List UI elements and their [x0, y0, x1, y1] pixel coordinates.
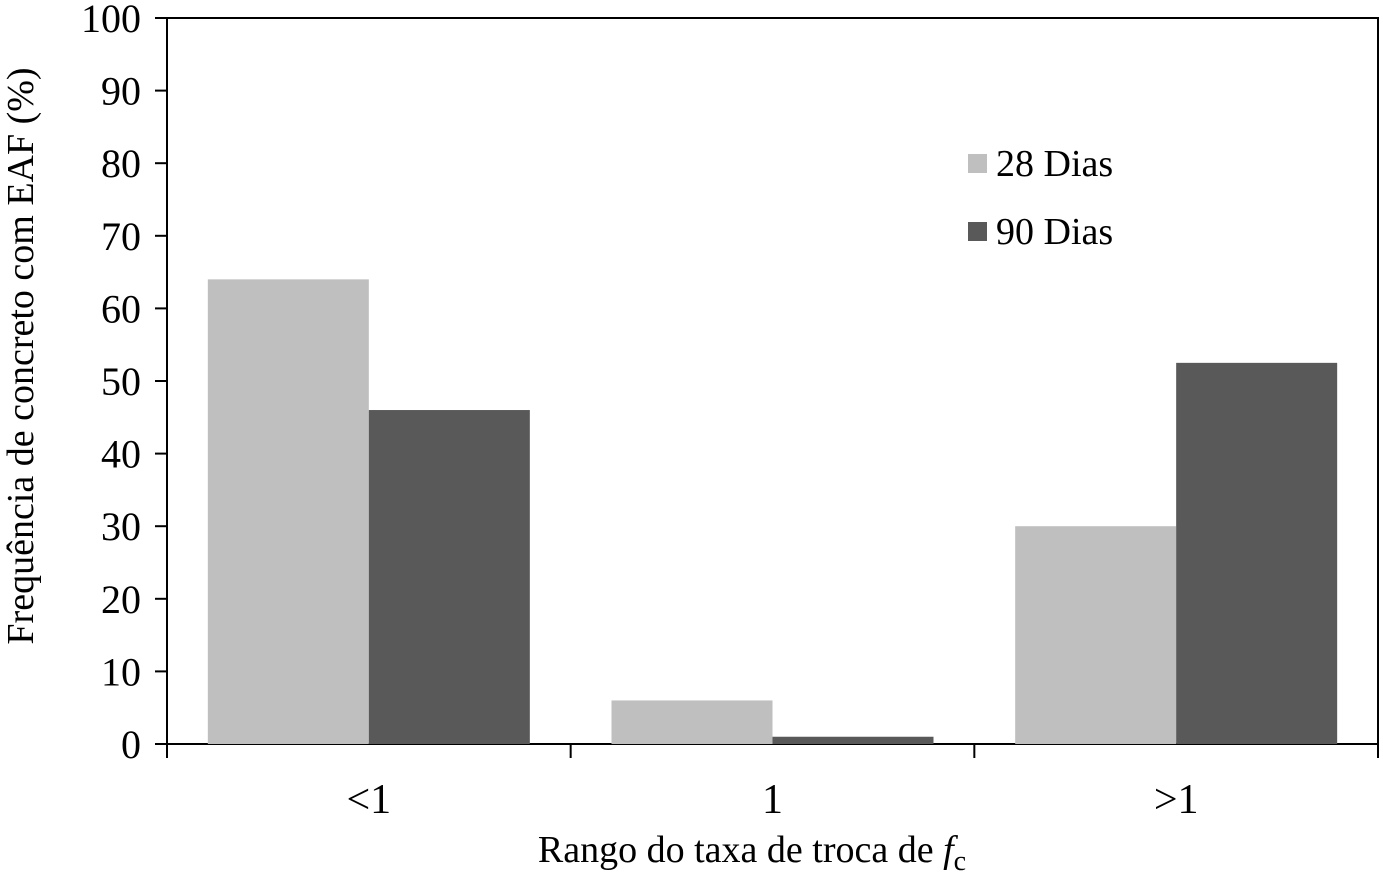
legend-label: 90 Dias — [996, 211, 1113, 253]
y-tick-label: 60 — [101, 286, 141, 331]
y-tick-label: 80 — [101, 141, 141, 186]
y-tick-label: 40 — [101, 432, 141, 477]
bar-90-dias — [368, 410, 530, 744]
bar-28-dias — [207, 279, 369, 744]
x-tick-label: <1 — [346, 777, 391, 823]
bar-90-dias — [772, 736, 934, 744]
x-tick-label: >1 — [1154, 777, 1199, 823]
y-tick-label: 30 — [101, 504, 141, 549]
x-tick-label: 1 — [762, 777, 783, 823]
y-axis-title: Frequência de concreto com EAF (%) — [0, 67, 42, 644]
bars — [207, 279, 1338, 744]
bar-28-dias — [611, 700, 773, 744]
legend: 28 Dias 90 Dias — [968, 143, 1113, 253]
y-tick-label: 10 — [101, 649, 141, 694]
x-axis-title-text: Rango do taxa de troca de — [538, 829, 943, 871]
bar-28-dias — [1015, 526, 1177, 744]
x-axis-title: Rango do taxa de troca de fc — [538, 829, 966, 872]
y-tick-label: 0 — [121, 722, 141, 767]
legend-label: 28 Dias — [996, 143, 1113, 185]
x-axis-title-subscript: c — [954, 846, 966, 872]
y-tick-label: 50 — [101, 359, 141, 404]
legend-swatch — [968, 222, 987, 241]
y-tick-label: 100 — [81, 0, 141, 41]
y-tick-label: 20 — [101, 577, 141, 622]
y-axis: 0 10 20 30 40 50 60 70 80 90 100 — [81, 0, 167, 767]
y-tick-label: 70 — [101, 214, 141, 259]
y-tick-label: 90 — [101, 69, 141, 114]
legend-swatch — [968, 154, 987, 173]
bar-90-dias — [1176, 362, 1338, 744]
x-axis: <1 1 >1 — [166, 744, 1379, 823]
plot-area — [166, 17, 1379, 745]
